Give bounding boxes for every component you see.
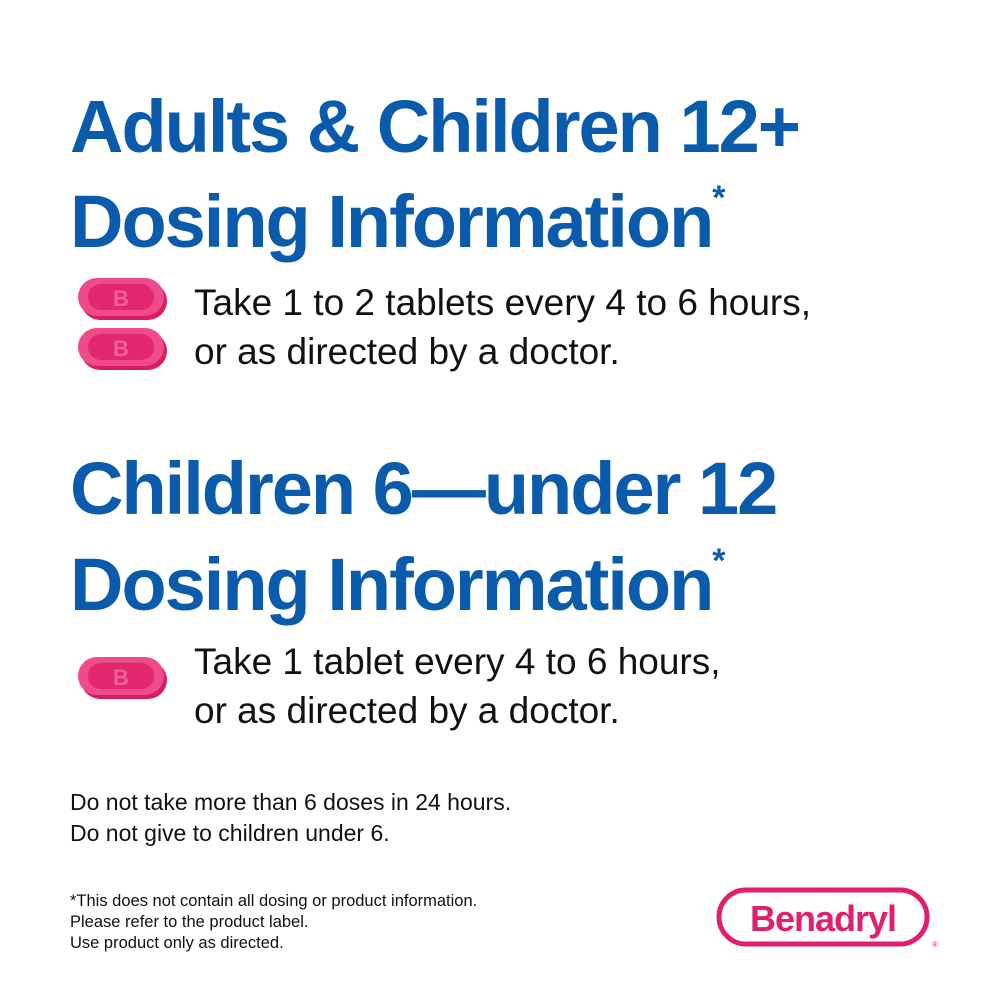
tablet-icon: B [78,278,167,320]
footnote: *This does not contain all dosing or pro… [70,891,477,954]
heading-text: Dosing Information [70,180,714,263]
instruction-line: Take 1 to 2 tablets every 4 to 6 hours, [194,282,812,323]
svg-text:B: B [113,286,129,311]
instruction-line: or as directed by a doctor. [194,331,620,372]
footnote-line: *This does not contain all dosing or pro… [70,892,478,910]
instruction-line: Take 1 tablet every 4 to 6 hours, [194,641,721,682]
warning-line: Do not give to children under 6. [70,820,390,846]
asterisk: * [712,179,725,217]
svg-text:Benadryl: Benadryl [750,898,896,939]
svg-text:B: B [113,336,129,361]
svg-text:®: ® [932,940,938,949]
svg-text:B: B [113,665,129,690]
section-1-heading-line2: Dosing Information* [70,181,726,259]
section-2-heading-line1: Children 6—under 12 [70,447,778,530]
section-2-heading-line2: Dosing Information* [70,544,726,622]
asterisk: * [712,542,725,580]
section-2-instructions: Take 1 tablet every 4 to 6 hours, or as … [194,637,721,735]
footnote-line: Please refer to the product label. [70,913,309,931]
instruction-line: or as directed by a doctor. [194,690,620,731]
section-1-heading-line1: Adults & Children 12+ [70,85,801,168]
heading-text: Dosing Information [70,543,714,626]
tablet-icon: B [78,328,167,370]
benadryl-logo: Benadryl ® [716,887,938,949]
tablet-icon: B [78,657,167,699]
footnote-line: Use product only as directed. [70,934,284,952]
section-1-instructions: Take 1 to 2 tablets every 4 to 6 hours, … [194,278,811,376]
warning-line: Do not take more than 6 doses in 24 hour… [70,789,512,815]
warnings: Do not take more than 6 doses in 24 hour… [70,787,511,849]
